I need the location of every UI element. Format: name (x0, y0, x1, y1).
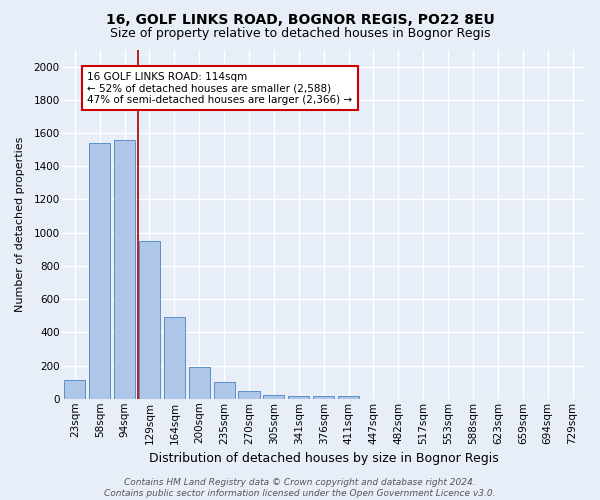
Text: Size of property relative to detached houses in Bognor Regis: Size of property relative to detached ho… (110, 28, 490, 40)
Bar (263, 394, 284, 399)
Bar (288, 396, 310, 399)
Bar (139, 241, 160, 399)
Text: 16 GOLF LINKS ROAD: 114sqm
← 52% of detached houses are smaller (2,588)
47% of s: 16 GOLF LINKS ROAD: 114sqm ← 52% of deta… (87, 72, 352, 105)
Bar (238, 392, 260, 399)
Bar (313, 396, 334, 399)
Bar (338, 396, 359, 399)
Bar (188, 367, 210, 399)
Text: Contains HM Land Registry data © Crown copyright and database right 2024.
Contai: Contains HM Land Registry data © Crown c… (104, 478, 496, 498)
Y-axis label: Number of detached properties: Number of detached properties (15, 136, 25, 312)
Text: 16, GOLF LINKS ROAD, BOGNOR REGIS, PO22 8EU: 16, GOLF LINKS ROAD, BOGNOR REGIS, PO22 … (106, 12, 494, 26)
X-axis label: Distribution of detached houses by size in Bognor Regis: Distribution of detached houses by size … (149, 452, 499, 465)
Bar (89, 143, 110, 399)
Bar (64, 380, 85, 399)
Bar (114, 140, 135, 399)
Bar (164, 318, 185, 399)
Bar (214, 382, 235, 399)
